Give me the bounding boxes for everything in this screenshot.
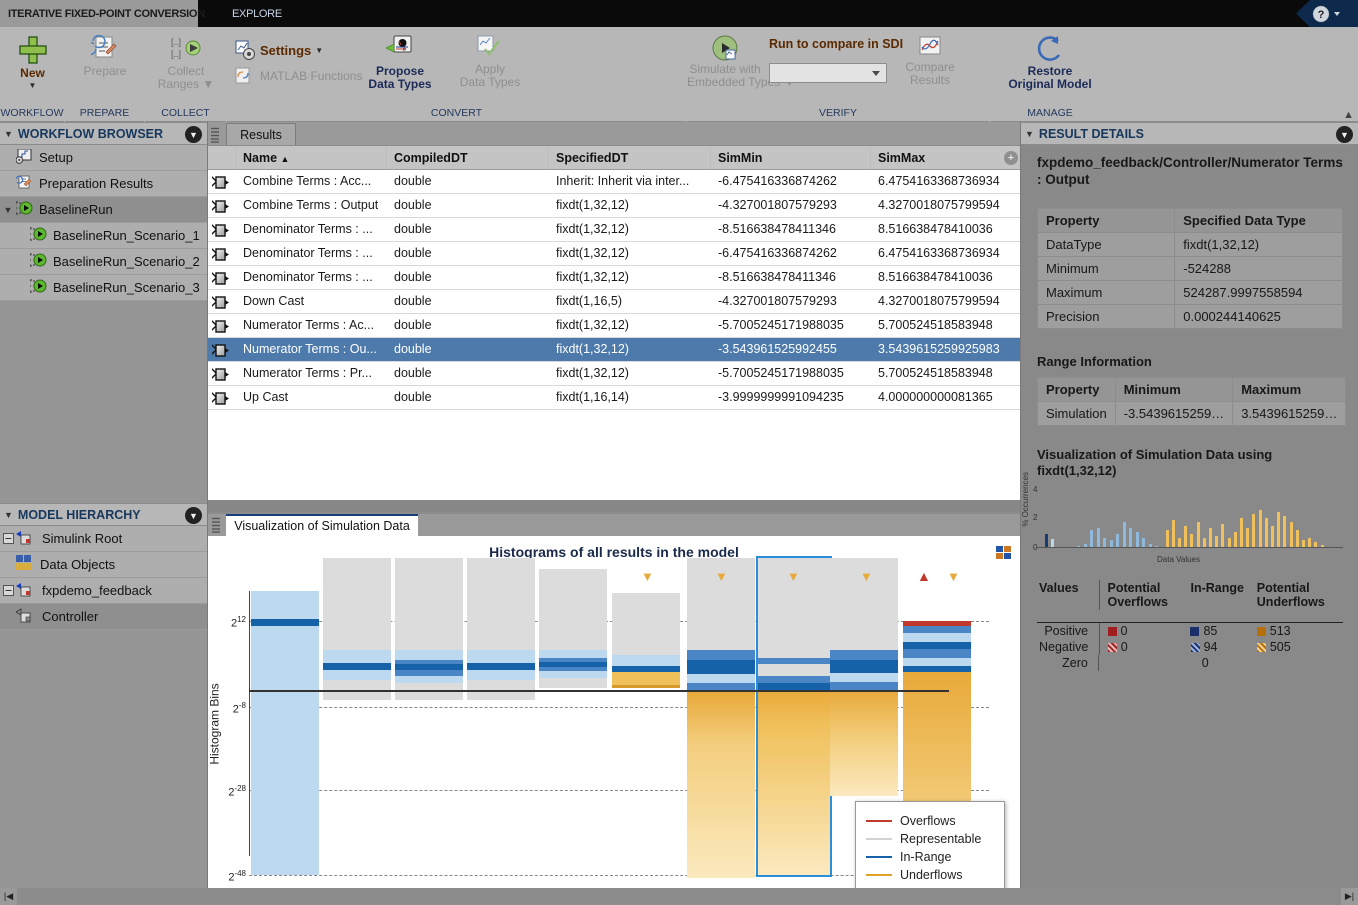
svg-text:[..]: [..] — [171, 49, 181, 59]
svg-text:?: ? — [1318, 9, 1325, 21]
svg-text:[..]: [..] — [171, 37, 181, 47]
